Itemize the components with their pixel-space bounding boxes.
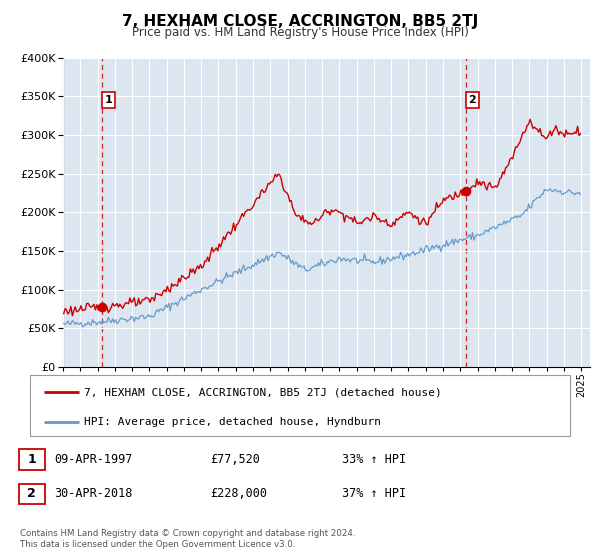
FancyBboxPatch shape — [30, 375, 570, 436]
Text: Price paid vs. HM Land Registry's House Price Index (HPI): Price paid vs. HM Land Registry's House … — [131, 26, 469, 39]
Text: 1: 1 — [105, 95, 113, 105]
Text: 30-APR-2018: 30-APR-2018 — [54, 487, 133, 501]
Text: £77,520: £77,520 — [210, 452, 260, 466]
Text: Contains HM Land Registry data © Crown copyright and database right 2024.: Contains HM Land Registry data © Crown c… — [20, 529, 355, 538]
Text: HPI: Average price, detached house, Hyndburn: HPI: Average price, detached house, Hynd… — [84, 417, 381, 427]
Text: 37% ↑ HPI: 37% ↑ HPI — [342, 487, 406, 501]
Text: 33% ↑ HPI: 33% ↑ HPI — [342, 452, 406, 466]
Text: 09-APR-1997: 09-APR-1997 — [54, 452, 133, 466]
Text: This data is licensed under the Open Government Licence v3.0.: This data is licensed under the Open Gov… — [20, 540, 295, 549]
Text: 2: 2 — [469, 95, 476, 105]
Text: £228,000: £228,000 — [210, 487, 267, 501]
Text: 7, HEXHAM CLOSE, ACCRINGTON, BB5 2TJ (detached house): 7, HEXHAM CLOSE, ACCRINGTON, BB5 2TJ (de… — [84, 387, 442, 397]
Text: 1: 1 — [28, 452, 36, 466]
Text: 2: 2 — [28, 487, 36, 501]
Text: 7, HEXHAM CLOSE, ACCRINGTON, BB5 2TJ: 7, HEXHAM CLOSE, ACCRINGTON, BB5 2TJ — [122, 14, 478, 29]
